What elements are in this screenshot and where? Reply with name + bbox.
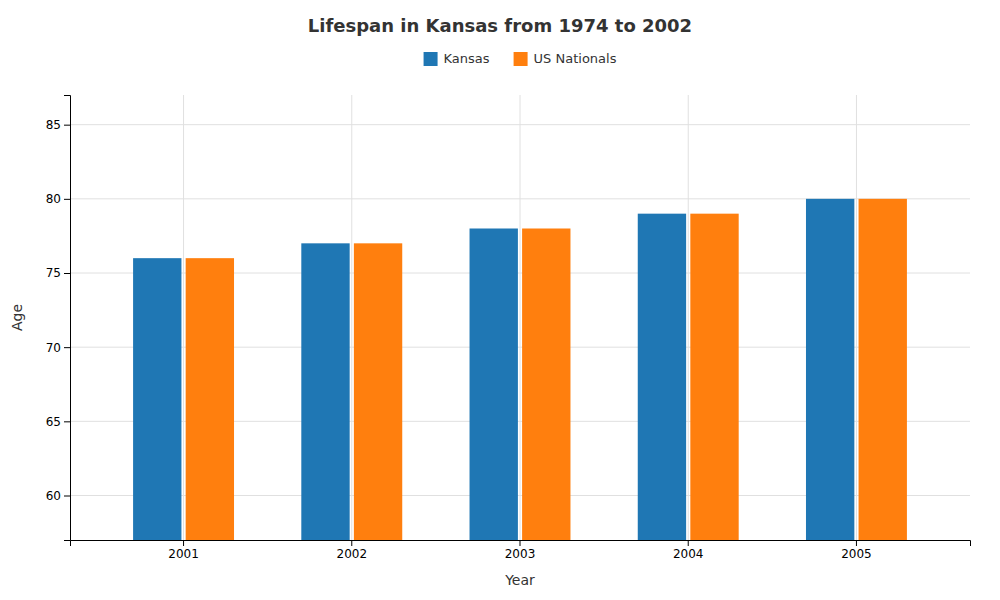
y-tick: 60 bbox=[46, 489, 70, 503]
y-tick-mark bbox=[64, 496, 70, 497]
y-tick-mark bbox=[64, 347, 70, 348]
legend-swatch bbox=[424, 52, 438, 66]
y-tick: 85 bbox=[46, 118, 70, 132]
y-tick-label: 65 bbox=[46, 415, 61, 429]
legend: Kansas US Nationals bbox=[424, 51, 617, 66]
bars bbox=[133, 199, 907, 540]
x-tick: 2002 bbox=[337, 540, 368, 561]
y-tick-label: 85 bbox=[46, 118, 61, 132]
x-tick-label: 2002 bbox=[337, 547, 368, 561]
bar bbox=[638, 214, 686, 540]
y-tick-label: 75 bbox=[46, 266, 61, 280]
bar bbox=[522, 229, 570, 541]
bar bbox=[806, 199, 854, 540]
x-tick-mark bbox=[183, 540, 184, 546]
bar bbox=[133, 258, 181, 540]
chart-container: 60 65 70 75 80 85 2001 2002 2003 2004 2005 Year Age L… bbox=[0, 0, 1000, 600]
grid bbox=[70, 95, 970, 540]
x-axis-line bbox=[71, 541, 971, 547]
y-tick-mark bbox=[64, 273, 70, 274]
x-tick-mark bbox=[688, 540, 689, 546]
y-tick: 75 bbox=[46, 266, 70, 280]
y-axis-line bbox=[64, 96, 71, 541]
y-tick: 80 bbox=[46, 192, 70, 206]
bar bbox=[186, 258, 234, 540]
y-tick-mark bbox=[64, 421, 70, 422]
plot-area: 60 65 70 75 80 85 2001 2002 2003 2004 2005 bbox=[46, 95, 971, 561]
x-axis: 2001 2002 2003 2004 2005 bbox=[71, 540, 971, 561]
y-tick-label: 80 bbox=[46, 192, 61, 206]
y-tick: 65 bbox=[46, 415, 70, 429]
bar-series bbox=[186, 199, 907, 540]
bar bbox=[690, 214, 738, 540]
chart-svg: 60 65 70 75 80 85 2001 2002 2003 2004 2005 Year Age L… bbox=[0, 0, 1000, 600]
bar bbox=[354, 243, 402, 540]
x-tick: 2005 bbox=[841, 540, 872, 561]
grid-line-x bbox=[856, 95, 857, 540]
legend-item: Kansas bbox=[424, 51, 490, 66]
legend-item: US Nationals bbox=[514, 51, 617, 66]
legend-label: US Nationals bbox=[534, 51, 617, 66]
bar bbox=[470, 229, 518, 541]
x-tick-label: 2001 bbox=[168, 547, 199, 561]
legend-swatch bbox=[514, 52, 528, 66]
y-tick-label: 70 bbox=[46, 341, 61, 355]
x-tick-label: 2005 bbox=[841, 547, 872, 561]
bar bbox=[301, 243, 349, 540]
x-tick: 2003 bbox=[505, 540, 536, 561]
y-axis: 60 65 70 75 80 85 bbox=[46, 96, 71, 541]
bar-series bbox=[133, 199, 854, 540]
y-axis-title: Age bbox=[9, 304, 25, 331]
y-tick-mark bbox=[64, 199, 70, 200]
legend-label: Kansas bbox=[444, 51, 490, 66]
grid-line-x bbox=[688, 95, 689, 540]
y-tick: 70 bbox=[46, 341, 70, 355]
x-axis-title: Year bbox=[504, 572, 535, 588]
x-tick-mark bbox=[856, 540, 857, 546]
x-tick: 2001 bbox=[168, 540, 199, 561]
x-tick-mark bbox=[520, 540, 521, 546]
y-tick-label: 60 bbox=[46, 489, 61, 503]
grid-line-x bbox=[520, 95, 521, 540]
x-tick-label: 2003 bbox=[505, 547, 536, 561]
grid-line-x bbox=[183, 95, 184, 540]
x-tick-label: 2004 bbox=[673, 547, 704, 561]
x-tick-mark bbox=[351, 540, 352, 546]
bar bbox=[859, 199, 907, 540]
grid-line-x bbox=[351, 95, 352, 540]
x-tick: 2004 bbox=[673, 540, 704, 561]
chart-title: Lifespan in Kansas from 1974 to 2002 bbox=[308, 15, 692, 36]
y-tick-mark bbox=[64, 125, 70, 126]
